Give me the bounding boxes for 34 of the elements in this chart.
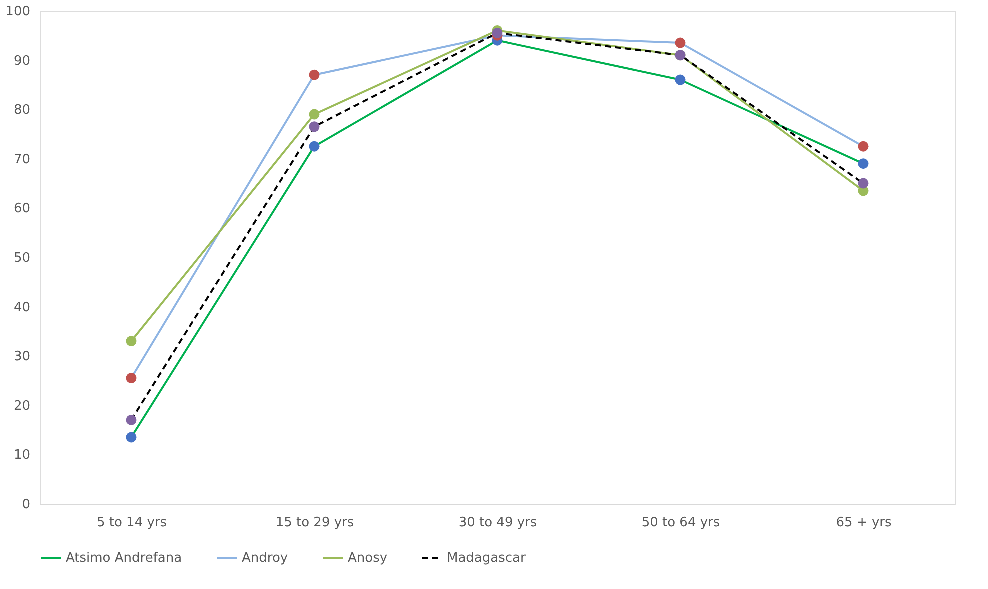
legend-label: Androy [242,551,288,566]
x-tick-label: 5 to 14 yrs [96,516,168,530]
x-tick-label: 15 to 29 yrs [276,516,354,530]
y-tick-label: 0 [22,498,30,512]
x-tick-label: 65 + yrs [836,516,892,530]
point [126,336,137,347]
point [126,432,137,443]
y-tick-label: 10 [14,448,30,464]
point [309,122,320,132]
y-tick-label: 90 [14,54,30,69]
y-tick-label: 100 [6,4,30,20]
point [675,38,686,48]
x-tick-label: 30 to 49 yrs [458,516,538,530]
y-tick-label: 50 [14,251,30,266]
point [126,373,137,384]
y-tick-label: 20 [14,398,30,414]
point [675,74,686,86]
point [858,141,869,152]
point [492,28,503,38]
point [858,158,869,170]
legend-label: Madagascar [447,551,527,566]
legend-label: Atsimo Andrefana [66,551,182,566]
y-tick-label: 40 [14,300,30,316]
legend-label: Anosy [348,551,388,566]
point [126,414,137,426]
point [309,109,320,120]
point [309,141,320,152]
x-tick-label: 50 to 64 yrs [642,516,720,530]
y-tick-label: 80 [14,103,30,118]
y-tick-label: 60 [14,202,30,217]
y-tick-label: 70 [14,152,30,168]
point [309,70,320,80]
y-tick-label: 30 [14,350,30,365]
point [858,178,869,189]
